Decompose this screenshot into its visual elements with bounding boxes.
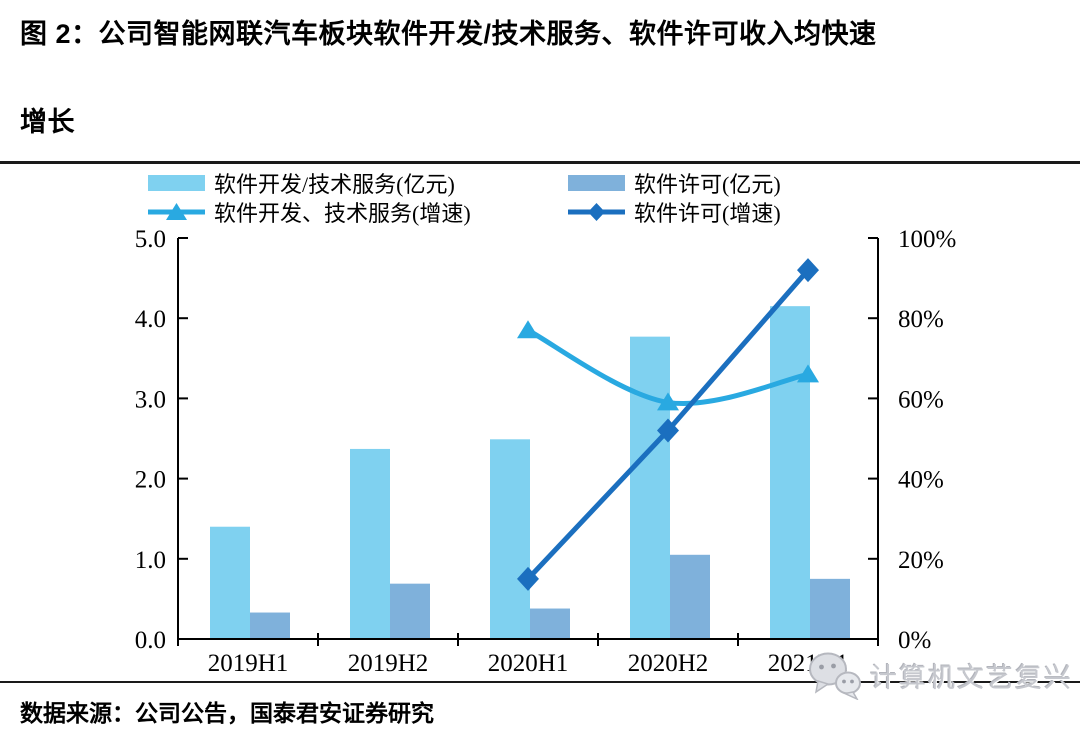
- left-axis-tick-label: 0.0: [135, 627, 166, 654]
- legend-label-software-dev-growth: 软件开发、技术服务(增速): [214, 201, 471, 226]
- legend-swatch-software-license: [568, 175, 625, 191]
- wechat-bubbles-icon: [809, 652, 861, 700]
- x-axis-label-2019H2: 2019H2: [348, 650, 429, 677]
- watermark-text: 计算机文艺复兴: [870, 662, 1073, 693]
- legend-marker-diamond-line: [568, 203, 625, 221]
- legend-label-software-license-growth: 软件许可(增速): [634, 201, 781, 226]
- diamond-marker: [797, 258, 819, 283]
- bar-software-license-2019H2: [390, 583, 430, 639]
- left-axis-tick-label: 3.0: [135, 386, 166, 413]
- triangle-marker: [657, 392, 679, 411]
- legend-item-software-license-growth-line: 软件许可(增速): [568, 201, 781, 226]
- left-axis-tick-label: 4.0: [135, 306, 166, 333]
- bar-software-dev-2019H2: [350, 448, 390, 639]
- bar-software-dev-2021H1: [770, 306, 810, 639]
- triangle-marker: [797, 364, 819, 383]
- bar-software-dev-2019H1: [210, 526, 250, 639]
- legend-item-software-license-bar: 软件许可(亿元): [568, 172, 781, 197]
- x-axis-label-2020H1: 2020H1: [488, 650, 569, 677]
- top-divider: [0, 161, 1080, 164]
- bar-software-license-2021H1: [810, 578, 850, 639]
- figure-title-line-2: 增长: [20, 107, 75, 137]
- legend-swatch-software-dev: [148, 175, 205, 191]
- left-axis-tick-label: 2.0: [135, 467, 166, 494]
- watermark: 计算机文艺复兴: [806, 650, 1073, 700]
- diamond-marker: [517, 566, 539, 591]
- x-axis-label-2020H2: 2020H2: [628, 650, 709, 677]
- bottom-divider: [0, 681, 1080, 683]
- right-axis-tick-label: 80%: [898, 306, 944, 333]
- legend-item-software-dev-growth-line: 软件开发、技术服务(增速): [148, 201, 471, 226]
- legend-label-software-license-bar: 软件许可(亿元): [634, 172, 781, 197]
- figure-title-line-1: 图 2：公司智能网联汽车板块软件开发/技术服务、软件许可收入均快速: [20, 19, 877, 49]
- bar-software-dev-2020H1: [490, 439, 530, 639]
- left-axis-tick-label: 5.0: [135, 226, 166, 253]
- right-axis-tick-label: 0%: [898, 627, 931, 654]
- legend-label-software-dev-bar: 软件开发/技术服务(亿元): [214, 172, 455, 197]
- legend-item-software-dev-bar: 软件开发/技术服务(亿元): [148, 172, 455, 197]
- data-source: 数据来源：公司公告，国泰君安证券研究: [20, 700, 434, 726]
- x-axis-label-2019H1: 2019H1: [208, 650, 289, 677]
- diamond-marker: [657, 418, 679, 443]
- left-axis-tick-label: 1.0: [135, 547, 166, 574]
- bar-software-dev-2020H2: [630, 336, 670, 639]
- right-axis-tick-label: 60%: [898, 386, 944, 413]
- bar-software-license-2020H2: [670, 554, 710, 639]
- legend-marker-triangle-line: [148, 203, 205, 220]
- right-axis-tick-label: 100%: [898, 226, 956, 253]
- triangle-marker: [517, 320, 539, 339]
- bar-software-license-2019H1: [250, 612, 290, 639]
- right-axis-tick-label: 40%: [898, 467, 944, 494]
- right-axis-tick-label: 20%: [898, 547, 944, 574]
- bar-software-license-2020H1: [530, 608, 570, 639]
